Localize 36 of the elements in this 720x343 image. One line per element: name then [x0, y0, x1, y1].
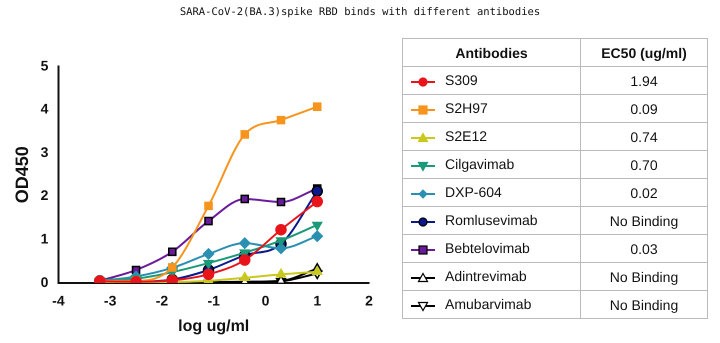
legend-label: Bebtelovimab [402, 234, 580, 262]
text: 0.74 [580, 122, 708, 150]
x-tick-label: 2 [365, 292, 374, 308]
y-axis-title: OD450 [12, 146, 32, 204]
legend-title: Antibodies [402, 38, 580, 66]
text: 0.70 [580, 150, 708, 178]
text: No Binding [580, 206, 708, 234]
legend-label: Cilgavimab [402, 150, 580, 178]
text: No Binding [580, 290, 708, 318]
text: No Binding [580, 262, 708, 290]
text: EC50 (ug/ml) [580, 38, 708, 66]
y-tick-label: 4 [40, 100, 49, 117]
y-tick-label: 0 [40, 274, 49, 290]
legend-label: S2E12 [402, 122, 580, 150]
x-tick-label: -4 [52, 292, 65, 308]
legend-label: Romlusevimab [402, 206, 580, 234]
y-tick-label: 1 [40, 230, 49, 247]
legend-label: S309 [402, 66, 580, 94]
legend-label: Amubarvimab [402, 290, 580, 318]
legend-label: DXP-604 [402, 178, 580, 206]
text: 0.09 [580, 94, 708, 122]
x-tick-label: 1 [313, 292, 322, 308]
legend-label: Adintrevimab [402, 262, 580, 290]
y-tick-label: 3 [40, 144, 49, 160]
text: 0.03 [580, 234, 708, 262]
x-axis-title: log ug/ml [178, 318, 250, 335]
y-tick-label: 2 [40, 187, 49, 204]
x-tick-label: 0 [262, 292, 270, 308]
x-tick-label: -2 [156, 292, 168, 308]
text: 1.94 [580, 66, 708, 94]
y-tick-label: 5 [40, 57, 49, 74]
legend-label: S2H97 [402, 94, 580, 122]
text: 0.02 [580, 178, 708, 206]
x-tick-label: -3 [104, 292, 117, 308]
chart-title: SARA-CoV-2(BA.3)spike RBD binds with different antibodies [178, 6, 542, 18]
x-tick-label: -1 [207, 292, 220, 308]
